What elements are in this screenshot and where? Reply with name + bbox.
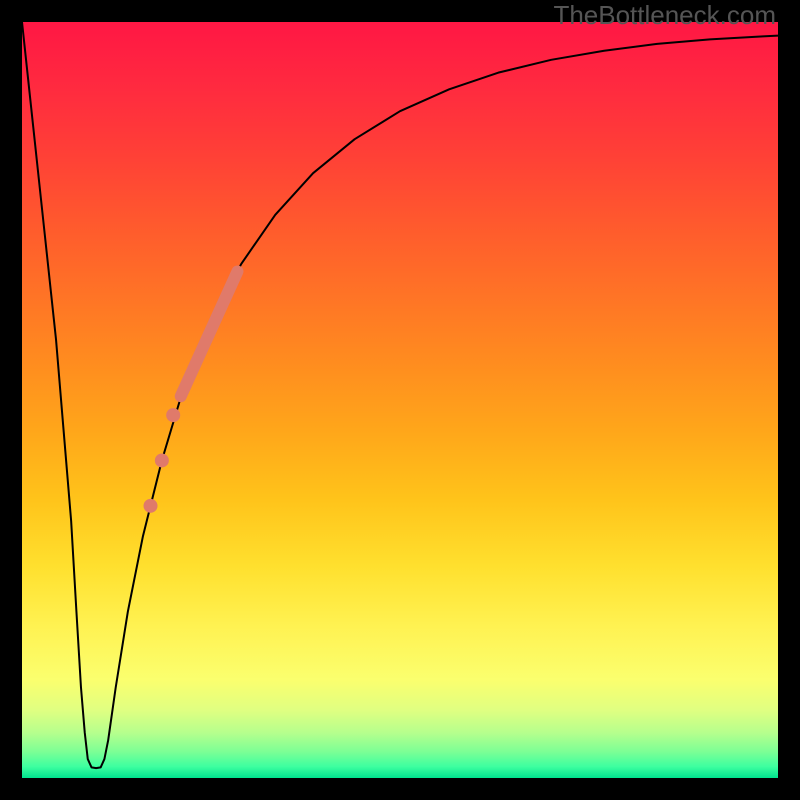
plot-background xyxy=(22,22,778,778)
highlight-dot xyxy=(155,453,169,467)
chart-svg xyxy=(0,0,800,800)
watermark-text: TheBottleneck.com xyxy=(553,0,776,31)
highlight-dot xyxy=(144,499,158,513)
chart-frame: TheBottleneck.com xyxy=(0,0,800,800)
highlight-dot xyxy=(166,408,180,422)
